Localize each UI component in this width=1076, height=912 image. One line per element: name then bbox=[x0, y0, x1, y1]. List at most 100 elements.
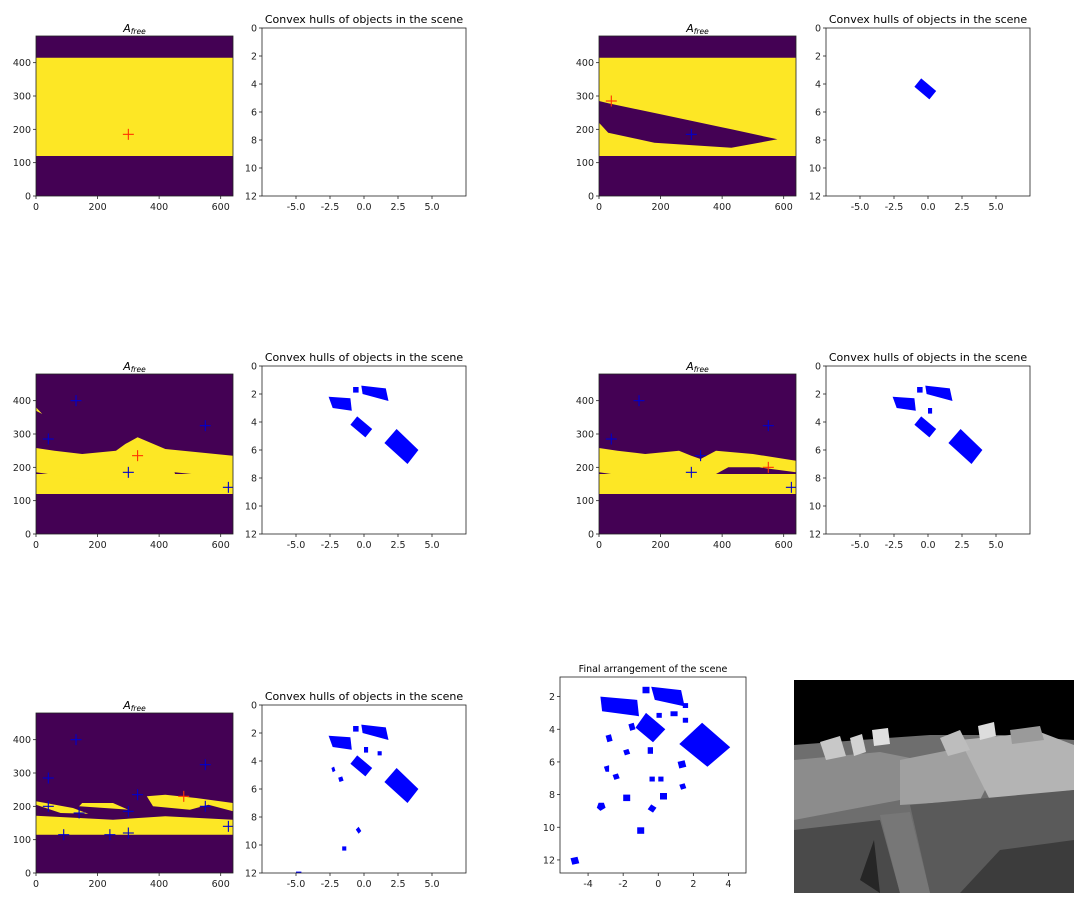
x-tick-label: 0 bbox=[596, 540, 602, 551]
object-hull bbox=[642, 686, 650, 694]
x-tick-label: 200 bbox=[651, 540, 669, 551]
afree-map-2: Afree 0 200 400 600 0 100 200 300 400 bbox=[576, 22, 797, 213]
y-tick-label: 0 bbox=[815, 362, 821, 373]
y-tick-label: 0 bbox=[25, 869, 31, 880]
object-hull bbox=[350, 755, 373, 777]
x-tick-label: 0.0 bbox=[920, 202, 935, 213]
free-region bbox=[36, 815, 233, 835]
hull-plot-3: Convex hulls of objects in the scene -5.0… bbox=[809, 13, 1031, 213]
x-tick-label: 200 bbox=[88, 202, 106, 213]
object-hull bbox=[635, 712, 666, 743]
y-tick-label: 4 bbox=[815, 80, 821, 91]
candidate-marker bbox=[122, 466, 134, 478]
y-tick-label: 400 bbox=[576, 396, 594, 407]
candidate-marker bbox=[685, 128, 697, 140]
y-tick-label: 6 bbox=[815, 108, 821, 119]
depth-surface bbox=[860, 840, 880, 893]
plot-area bbox=[599, 36, 796, 196]
y-tick-label: 100 bbox=[13, 835, 31, 846]
object-hull bbox=[384, 429, 419, 464]
free-region-part bbox=[36, 437, 233, 483]
depth-surface bbox=[960, 840, 1074, 893]
x-tick-label: -2.5 bbox=[321, 540, 340, 551]
x-tick-label: 600 bbox=[212, 540, 230, 551]
depth-surface bbox=[794, 752, 920, 820]
object-hull bbox=[647, 804, 657, 813]
object-hull bbox=[338, 776, 344, 782]
object-hull bbox=[647, 747, 653, 754]
y-tick-label: 10 bbox=[245, 841, 257, 852]
x-tick-label: -4 bbox=[583, 879, 592, 890]
hull-plot-9: Convex hulls of objects in the scene -5.0… bbox=[245, 690, 467, 890]
x-tick-label: 0 bbox=[596, 202, 602, 213]
object-hull bbox=[600, 696, 639, 717]
free-region-part bbox=[36, 801, 89, 814]
free-region-part bbox=[79, 803, 129, 810]
plot-area bbox=[262, 705, 466, 873]
y-tick-label: 8 bbox=[815, 136, 821, 147]
object-hull bbox=[350, 416, 373, 438]
y-tick-label: 0 bbox=[815, 24, 821, 35]
x-tick-label: 5.0 bbox=[424, 540, 439, 551]
object-hull bbox=[342, 846, 347, 851]
x-tick-label: 2.5 bbox=[954, 540, 969, 551]
x-tick-label: 200 bbox=[651, 202, 669, 213]
axes-frame bbox=[35, 373, 234, 535]
candidate-marker bbox=[222, 481, 233, 493]
plot-area bbox=[262, 366, 466, 534]
x-tick-label: 600 bbox=[212, 202, 230, 213]
y-tick-label: 200 bbox=[13, 125, 31, 136]
y-tick-label: 8 bbox=[251, 813, 257, 824]
object-hull bbox=[623, 748, 631, 756]
y-tick-label: 0 bbox=[588, 530, 594, 541]
candidate-marker bbox=[70, 734, 82, 746]
chosen-marker bbox=[132, 450, 144, 462]
y-tick-label: 300 bbox=[576, 430, 594, 441]
x-tick-label: -2 bbox=[618, 879, 627, 890]
y-tick-label: 8 bbox=[251, 136, 257, 147]
plot-title: Convex hulls of objects in the scene bbox=[829, 351, 1028, 364]
x-tick-label: 0.0 bbox=[356, 202, 371, 213]
object-hull bbox=[596, 802, 606, 811]
object-hull bbox=[353, 387, 359, 393]
candidate-marker bbox=[785, 481, 796, 493]
axes-frame bbox=[598, 373, 797, 535]
y-tick-label: 4 bbox=[251, 418, 257, 429]
y-tick-label: 400 bbox=[13, 58, 31, 69]
candidate-marker bbox=[122, 827, 134, 839]
candidate-marker bbox=[695, 450, 707, 462]
free-region bbox=[36, 57, 233, 157]
depth-surface bbox=[978, 722, 996, 740]
object-hull bbox=[670, 711, 678, 717]
y-tick-label: 200 bbox=[576, 463, 594, 474]
y-tick-label: 300 bbox=[13, 430, 31, 441]
candidate-marker bbox=[122, 805, 134, 817]
object-hull bbox=[353, 726, 359, 732]
map-title-sub: free bbox=[694, 27, 709, 36]
map-title-sub: free bbox=[131, 27, 146, 36]
map-title-main: A bbox=[122, 22, 131, 35]
depth-surface bbox=[872, 728, 890, 746]
object-hull bbox=[328, 735, 352, 750]
plot-area bbox=[599, 374, 796, 534]
map-title-sub: free bbox=[131, 704, 146, 713]
x-tick-label: 400 bbox=[713, 540, 731, 551]
object-hull bbox=[355, 826, 362, 834]
object-hull bbox=[331, 766, 336, 773]
map-title-main: A bbox=[122, 699, 131, 712]
chosen-marker bbox=[178, 790, 190, 802]
afree-map-8: Afree 0 200 400 600 0 100 200 300 400 bbox=[13, 699, 234, 890]
chosen-marker bbox=[605, 95, 617, 107]
free-region bbox=[599, 474, 796, 494]
y-tick-label: 200 bbox=[576, 125, 594, 136]
depth-surface bbox=[1010, 726, 1044, 744]
y-tick-label: 12 bbox=[245, 192, 257, 203]
x-tick-label: 5.0 bbox=[424, 879, 439, 890]
y-tick-label: 12 bbox=[245, 530, 257, 541]
y-tick-label: 2 bbox=[251, 729, 257, 740]
plot-area bbox=[560, 677, 746, 873]
object-hull bbox=[364, 747, 369, 753]
object-hull bbox=[682, 717, 689, 723]
y-tick-label: 400 bbox=[13, 396, 31, 407]
